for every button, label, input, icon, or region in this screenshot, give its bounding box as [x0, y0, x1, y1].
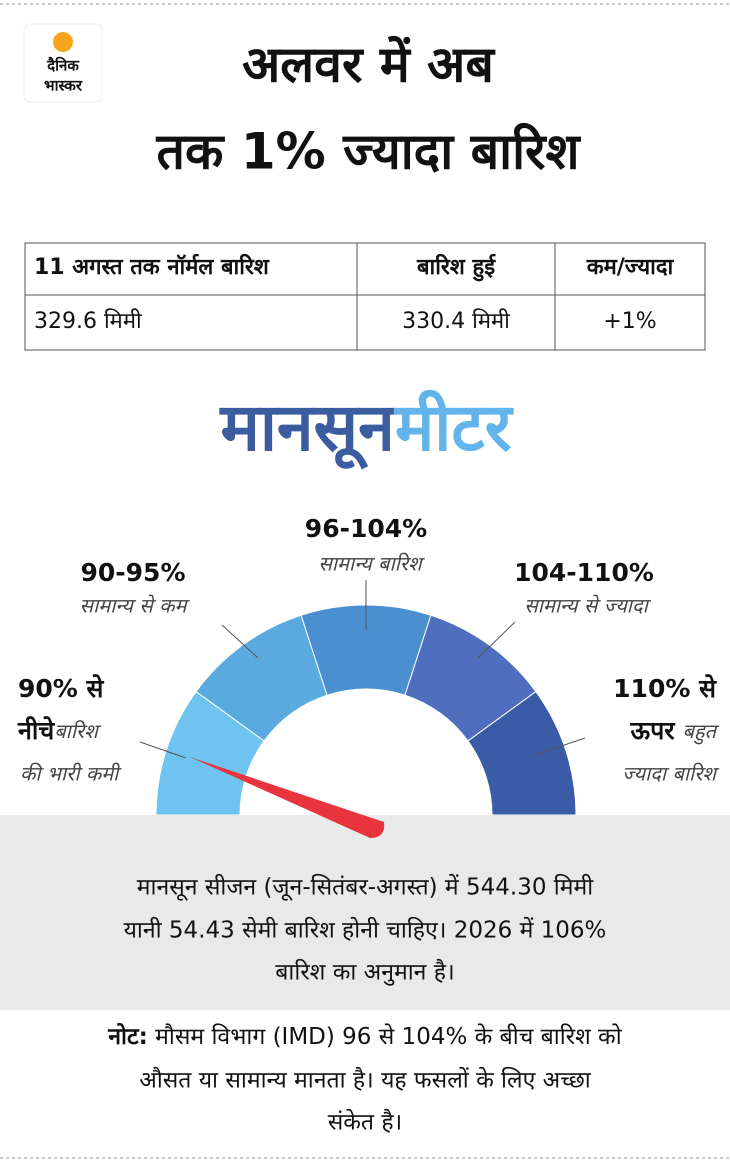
segment-label: नीचेबारिश [17, 716, 101, 745]
logo-text: दैनिक [46, 57, 80, 75]
segment-range: 96-104% [305, 514, 427, 543]
info-text: बारिश का अनुमान है। [275, 959, 454, 987]
table [24, 242, 706, 351]
note-label: नोट: [107, 1022, 148, 1050]
title: तक 1% ज्यादा बारिश [156, 123, 582, 181]
segment-range: 104-110% [514, 558, 654, 587]
meter-title: मानसूनमीटर [218, 389, 514, 470]
gauge [155, 604, 577, 816]
info-text: यानी 54.43 सेमी बारिश होनी चाहिए। 2026 म… [124, 917, 607, 944]
info-box [0, 815, 730, 1010]
meter-title-part: मानसून [218, 389, 397, 470]
segment-desc: बारिश [54, 719, 101, 743]
note-text: मौसम विभाग (IMD) 96 से 104% के बीच बारिश… [148, 1023, 623, 1050]
segment-desc: बहुत [683, 719, 720, 745]
segment-range: ऊपर [629, 716, 676, 745]
title: अलवर में अब [242, 36, 496, 94]
table-cell: 330.4 मिमी [402, 308, 510, 334]
table-header: कम/ज्यादा [586, 255, 675, 280]
segment-desc: सामान्य से कम [80, 594, 191, 618]
table-cell: 329.6 मिमी [34, 308, 142, 334]
note-text: औसत या सामान्य मानता है। यह फसलों के लिए… [139, 1067, 592, 1094]
segment-range: 90% से [18, 674, 105, 703]
note-text: संकेत है। [328, 1109, 403, 1136]
segment-desc: सामान्य बारिश [318, 552, 425, 576]
segment-desc: सामान्य से ज्यादा [524, 594, 651, 618]
segment-desc: की भारी कमी [20, 762, 122, 786]
leader-lines [139, 580, 586, 759]
logo: दैनिक भास्कर [23, 23, 103, 103]
info-text: मानसून सीजन (जून-सितंबर-अगस्त) में 544.3… [137, 874, 594, 902]
segment-label: ऊपर बहुत [629, 716, 719, 745]
segment-range: 110% से [613, 674, 717, 703]
note-text: नोट: मौसम विभाग (IMD) 96 से 104% के बीच … [107, 1022, 622, 1050]
logo-text: भास्कर [44, 77, 83, 95]
table-header: बारिश हुई [416, 253, 496, 282]
meter-title-part: मीटर [393, 389, 515, 466]
table-cell: +1% [603, 309, 656, 334]
segment-desc: ज्यादा बारिश [622, 762, 719, 786]
segment-range: नीचे [17, 716, 55, 745]
needle [190, 757, 385, 838]
segment-range: 90-95% [80, 558, 185, 587]
table-header: 11 अगस्त तक नॉर्मल बारिश [34, 253, 270, 280]
